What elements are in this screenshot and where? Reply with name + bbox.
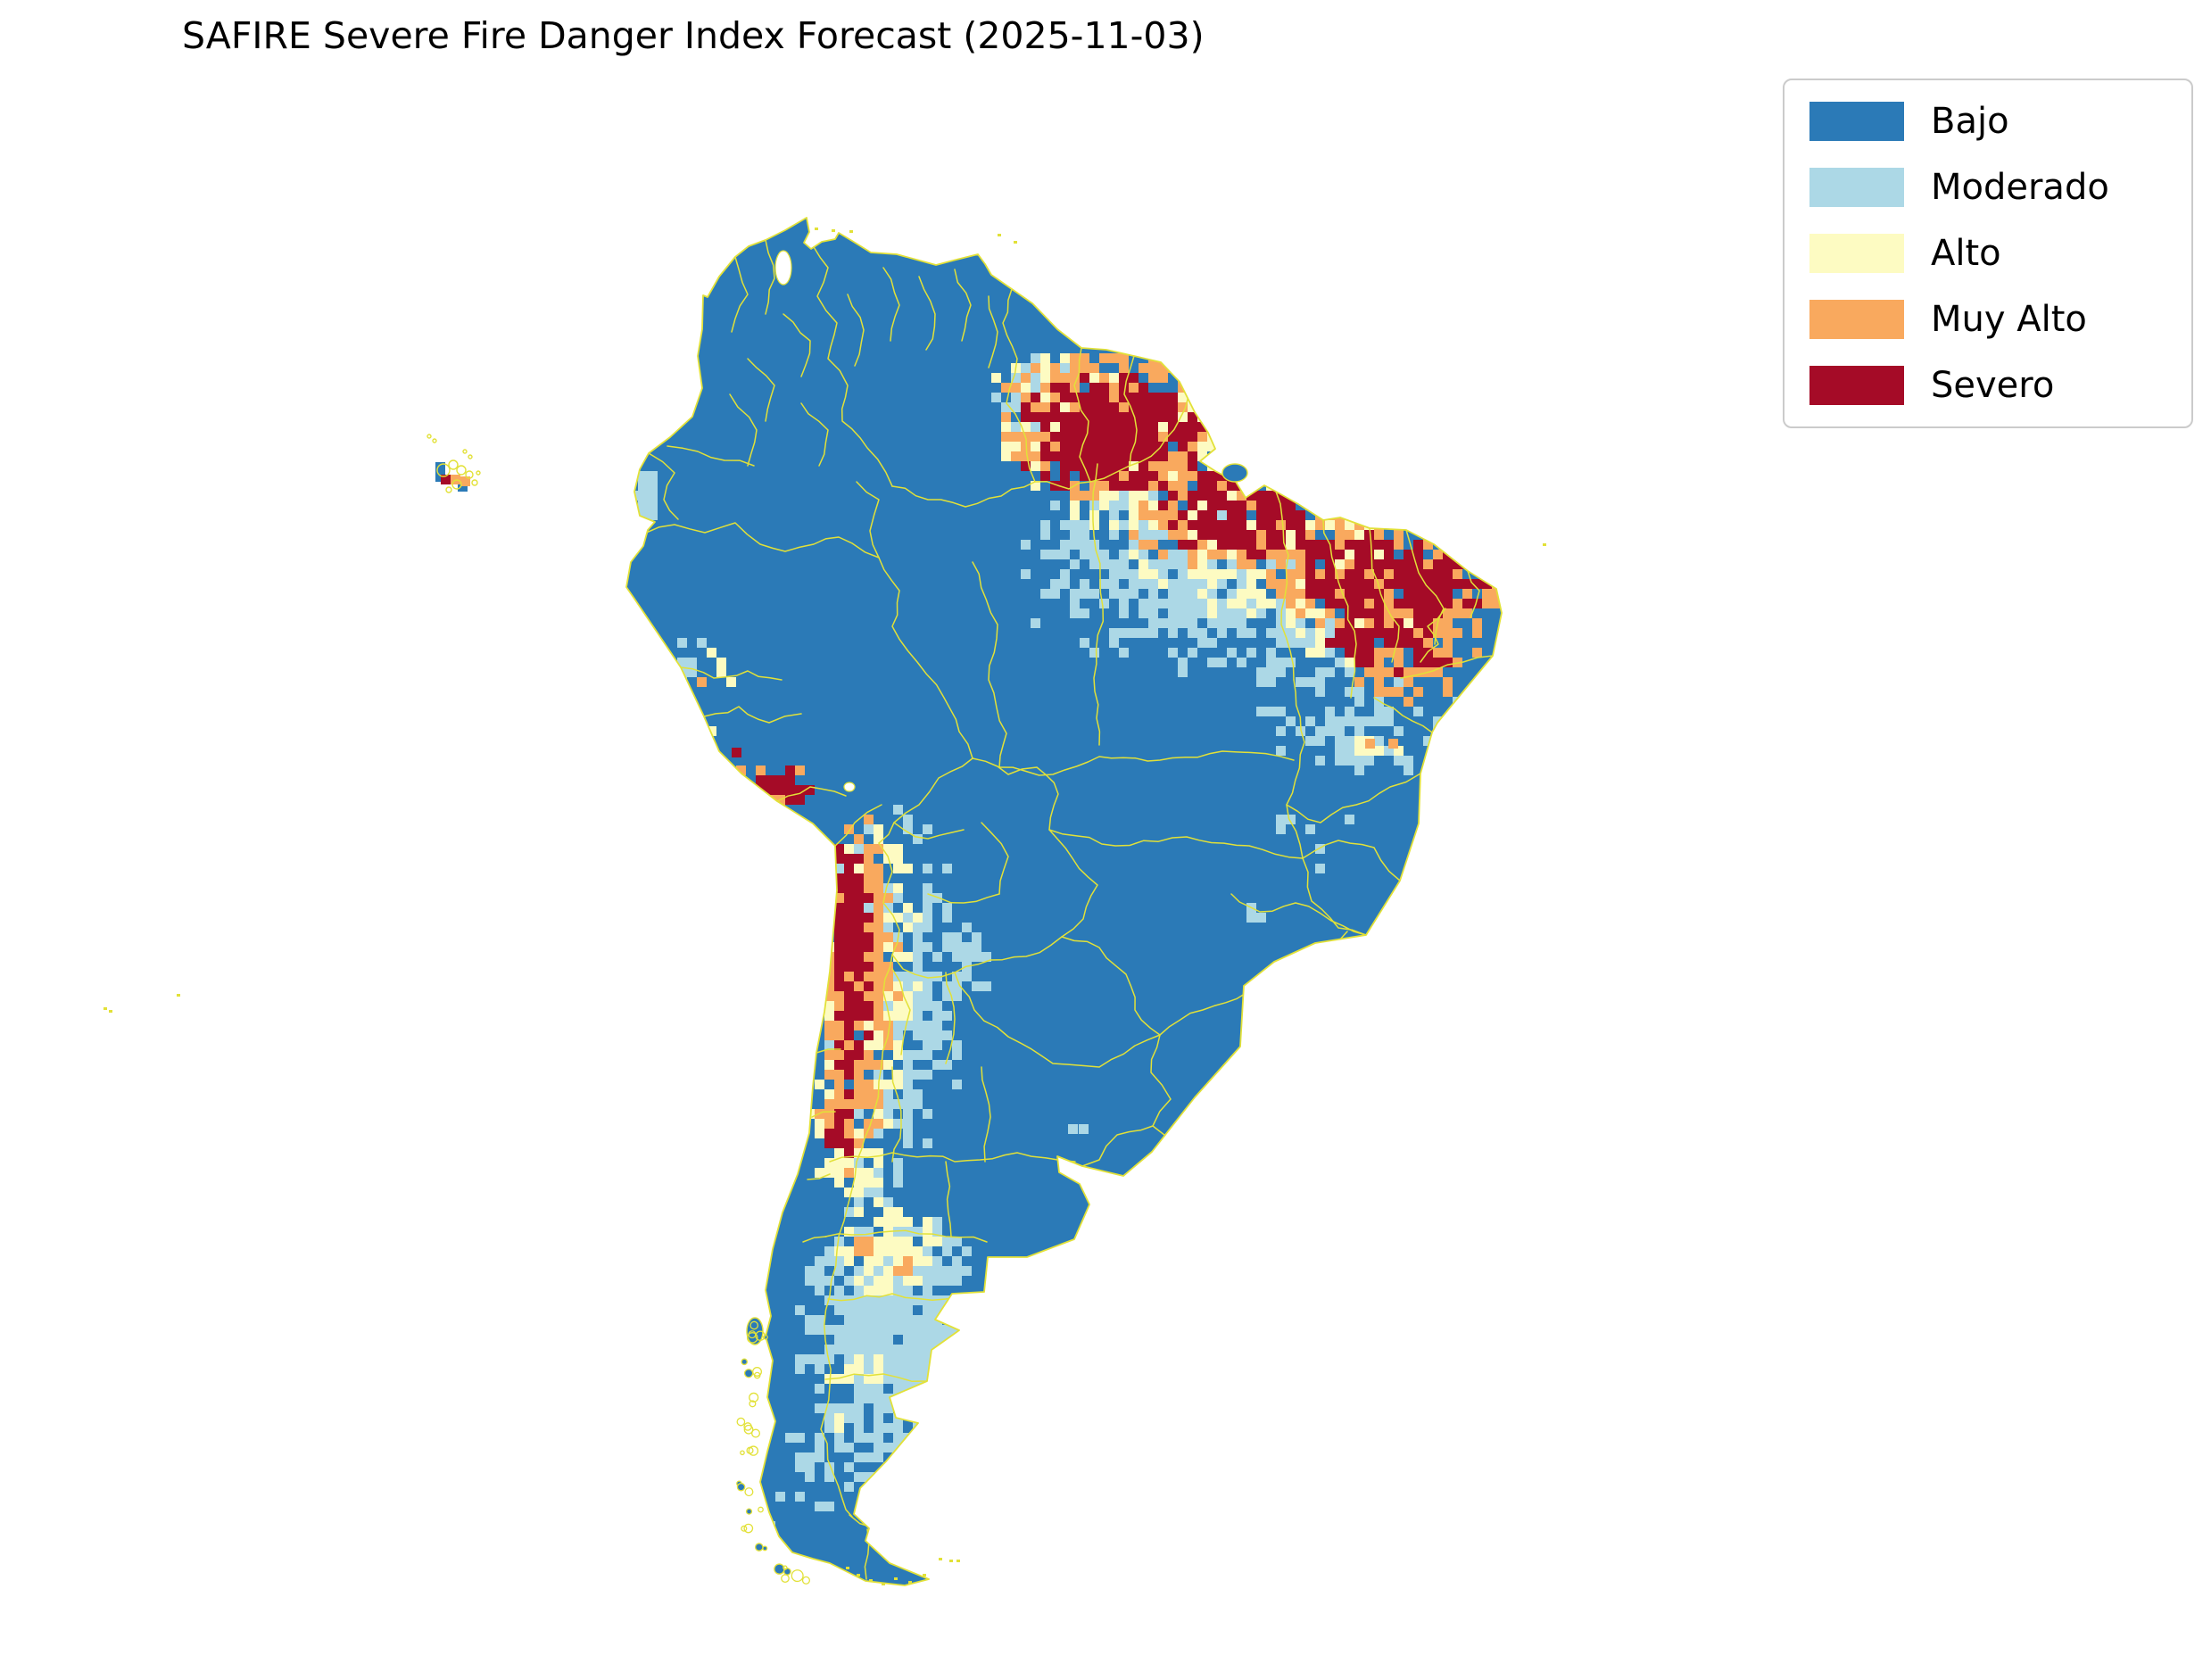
legend-label-alto: Alto <box>1931 233 2001 274</box>
fjord-archipelago <box>736 1320 810 1585</box>
legend-label-moderado: Moderado <box>1931 167 2109 208</box>
extra-cells <box>435 462 1398 1134</box>
islet-specks <box>104 228 1546 1585</box>
legend-swatch-bajo <box>1809 102 1904 141</box>
legend-swatch-alto <box>1809 234 1904 273</box>
legend-label-muy_alto: Muy Alto <box>1931 299 2087 340</box>
island-outlines <box>426 434 481 493</box>
legend: Bajo Moderado Alto Muy Alto Severo <box>1783 79 2193 428</box>
admin-boundaries <box>643 233 1494 1580</box>
legend-swatch-moderado <box>1809 168 1904 207</box>
legend-row-muy_alto: Muy Alto <box>1809 300 2166 339</box>
legend-swatch-severo <box>1809 366 1904 405</box>
lakes <box>774 250 856 792</box>
legend-label-bajo: Bajo <box>1931 101 2009 142</box>
legend-row-moderado: Moderado <box>1809 168 2166 207</box>
legend-row-severo: Severo <box>1809 366 2166 405</box>
coastline <box>625 217 1503 1586</box>
legend-row-bajo: Bajo <box>1809 102 2166 141</box>
legend-label-severo: Severo <box>1931 365 2055 406</box>
legend-swatch-muy_alto <box>1809 300 1904 339</box>
page-title: SAFIRE Severe Fire Danger Index Forecast… <box>182 14 1205 57</box>
legend-row-alto: Alto <box>1809 234 2166 273</box>
